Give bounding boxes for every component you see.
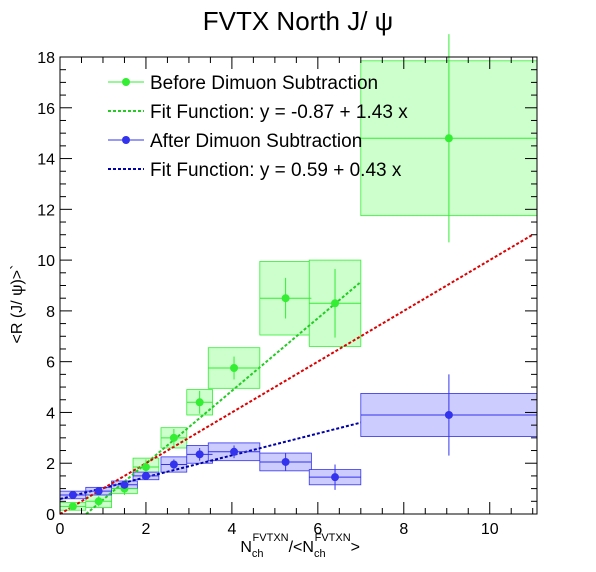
data-points: [60, 34, 537, 511]
marker-series-1-point-1: [94, 487, 103, 496]
x-tick-label: 8: [399, 521, 408, 538]
legend-label-3: Fit Function: y = 0.59 + 0.43 x: [150, 160, 402, 181]
legend: Before Dimuon Subtraction Fit Function: y…: [108, 73, 408, 181]
fit-line-1: [59, 421, 362, 500]
y-tick-label: 18: [37, 50, 55, 67]
marker-series-0-point-4: [169, 433, 178, 442]
y-tick-label: 8: [46, 304, 55, 321]
x-tick-label: 6: [313, 521, 322, 538]
marker-series-0-point-1: [94, 497, 103, 506]
y-tick-label: 12: [37, 202, 55, 219]
marker-series-1-point-4: [169, 460, 178, 469]
marker-series-1-point-5: [195, 450, 204, 459]
marker-series-0-point-5: [195, 398, 204, 407]
x-tick-label: 4: [227, 521, 236, 538]
systematic-error-boxes: [59, 60, 538, 511]
y-tick-label: 0: [46, 507, 55, 524]
y-tick-label: 16: [37, 101, 55, 118]
marker-series-0-point-3: [141, 463, 150, 472]
x-tick-label: 10: [481, 521, 499, 538]
legend-marker-2: [122, 136, 130, 144]
legend-label-2: After Dimuon Subtraction: [150, 131, 362, 152]
legend-marker-0: [122, 78, 130, 86]
marker-series-0-point-7: [281, 294, 290, 303]
legend-label-0: Before Dimuon Subtraction: [150, 73, 378, 94]
marker-series-0-point-9: [444, 134, 453, 143]
y-axis-ticks: 0 2 4 6 8 10 12 14 16 18: [37, 50, 537, 524]
legend-label-1: Fit Function: y = -0.87 + 1.43 x: [150, 102, 408, 123]
y-tick-label: 10: [37, 253, 55, 270]
x-tick-label: 0: [56, 521, 65, 538]
y-tick-label: 6: [46, 355, 55, 372]
x-axis-label: NchFVTXN/<NchFVTXN>: [240, 532, 360, 560]
x-tick-label: 2: [141, 521, 150, 538]
y-tick-label: 2: [46, 456, 55, 473]
marker-series-1-point-9: [444, 410, 453, 419]
y-tick-label: 4: [46, 405, 55, 422]
marker-series-1-point-6: [230, 447, 239, 456]
y-tick-label: 14: [37, 152, 55, 169]
marker-series-1-point-2: [120, 480, 129, 489]
marker-series-0-point-0: [68, 502, 77, 511]
marker-series-1-point-0: [68, 490, 77, 499]
marker-series-0-point-8: [331, 299, 340, 308]
marker-series-1-point-3: [141, 471, 150, 480]
marker-series-0-point-6: [230, 364, 239, 373]
marker-series-1-point-8: [331, 473, 340, 482]
chart-title: FVTX North J/ ψ: [203, 6, 393, 36]
x-axis-ticks: 0 2 4 6 8 10: [56, 57, 534, 538]
y-axis-label: <R (J/ ψ)>`: [9, 265, 26, 344]
marker-series-1-point-7: [281, 457, 290, 466]
